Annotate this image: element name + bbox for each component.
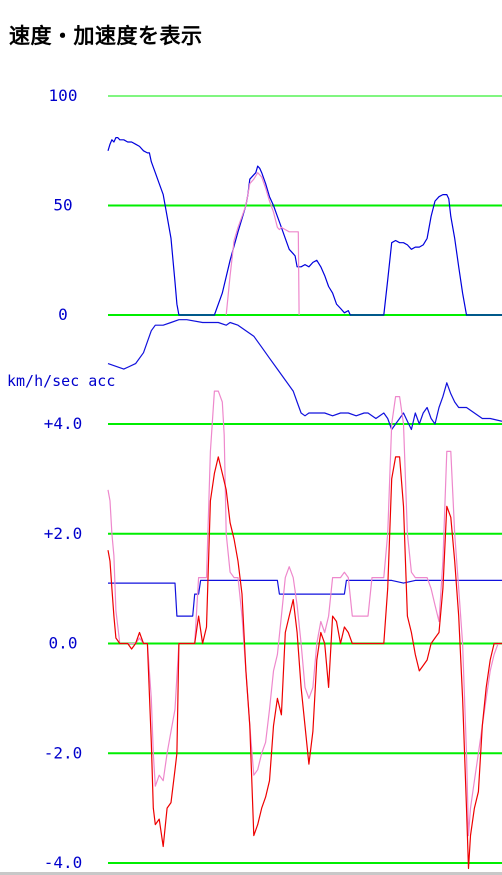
acc-series bbox=[107, 319, 502, 870]
acc-grid bbox=[108, 423, 502, 864]
speed-grid bbox=[108, 95, 502, 316]
acc-unit-label: km/h/sec acc bbox=[7, 372, 115, 390]
speed-series bbox=[107, 137, 502, 316]
acc-tick-label: +2.0 bbox=[44, 524, 83, 543]
acc-tick-label: 0.0 bbox=[49, 634, 78, 653]
acc-series-line-4 bbox=[107, 456, 502, 870]
speed-axis-ticks: 100 50 0 bbox=[49, 86, 78, 324]
acc-series-line-2 bbox=[108, 579, 502, 617]
acc-tick-label: -4.0 bbox=[44, 853, 83, 872]
speed-series-line-2 bbox=[225, 172, 300, 316]
acc-tick-label: -2.0 bbox=[44, 743, 83, 762]
acc-axis-ticks: +4.0 +2.0 0.0 -2.0 -4.0 bbox=[44, 414, 83, 872]
acc-tick-label: +4.0 bbox=[44, 414, 83, 433]
page-title: 速度・加速度を表示 bbox=[9, 24, 203, 48]
bottom-border bbox=[0, 872, 502, 875]
speed-tick-label: 100 bbox=[49, 86, 78, 105]
speed-tick-label: 0 bbox=[58, 305, 68, 324]
speed-series-line-1 bbox=[107, 137, 502, 316]
speed-tick-label: 50 bbox=[53, 196, 72, 215]
acc-series-line-1 bbox=[107, 319, 502, 431]
acc-series-line-3 bbox=[107, 390, 502, 837]
